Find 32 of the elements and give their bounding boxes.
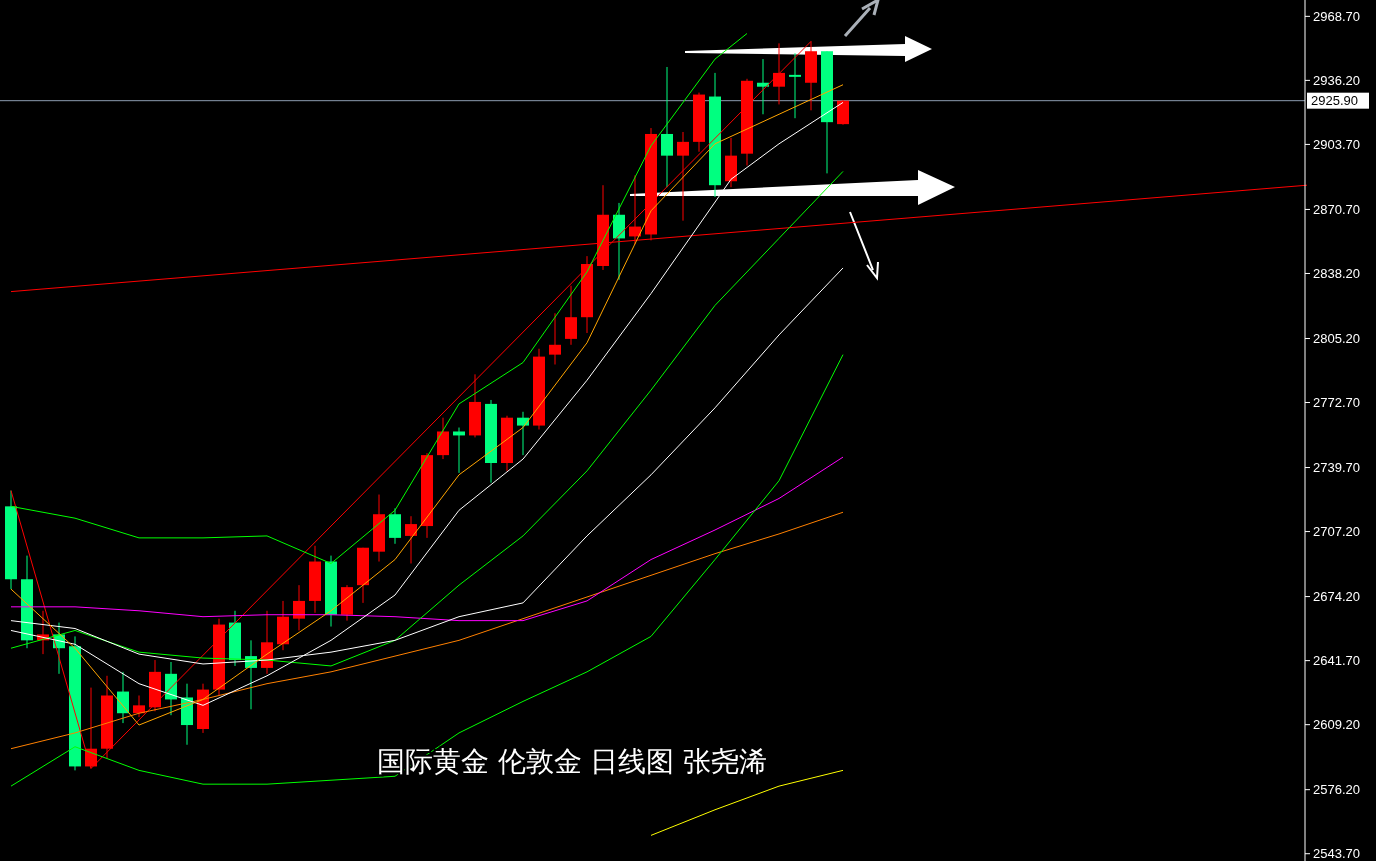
candlestick <box>789 52 801 119</box>
line-series <box>10 511 844 750</box>
y-tick-label: 2576.20 <box>1313 782 1360 798</box>
line-series <box>10 170 844 667</box>
y-tick-label: 2903.70 <box>1313 136 1360 152</box>
candlestick <box>437 417 449 460</box>
candlestick <box>677 131 689 222</box>
candlestick <box>837 99 849 126</box>
y-tick-label: 2870.70 <box>1313 201 1360 217</box>
y-tick-label: 2838.20 <box>1313 266 1360 282</box>
candlestick <box>565 285 577 346</box>
y-tick-label: 2739.70 <box>1313 460 1360 476</box>
candlestick <box>293 584 305 631</box>
ref-line-label: 2925.90 <box>1311 93 1358 109</box>
y-tick-label: 2805.20 <box>1313 331 1360 347</box>
y-tick-label: 2707.20 <box>1313 524 1360 540</box>
candlestick <box>549 312 561 365</box>
y-tick-label: 2543.70 <box>1313 846 1360 861</box>
y-tick-label: 2641.70 <box>1313 653 1360 669</box>
y-tick-label: 2772.70 <box>1313 395 1360 411</box>
line-series <box>10 354 844 787</box>
candlestick <box>389 507 401 545</box>
line-series <box>10 32 748 564</box>
y-tick-label: 2968.70 <box>1313 8 1360 24</box>
candlestick <box>405 515 417 564</box>
candlestick <box>133 695 145 718</box>
y-tick-label: 2674.20 <box>1313 589 1360 605</box>
candlestick <box>453 427 465 474</box>
y-tick-label: 2936.20 <box>1313 72 1360 88</box>
line-series <box>10 456 844 622</box>
y-tick-label: 2609.20 <box>1313 717 1360 733</box>
candlestick <box>661 66 673 188</box>
